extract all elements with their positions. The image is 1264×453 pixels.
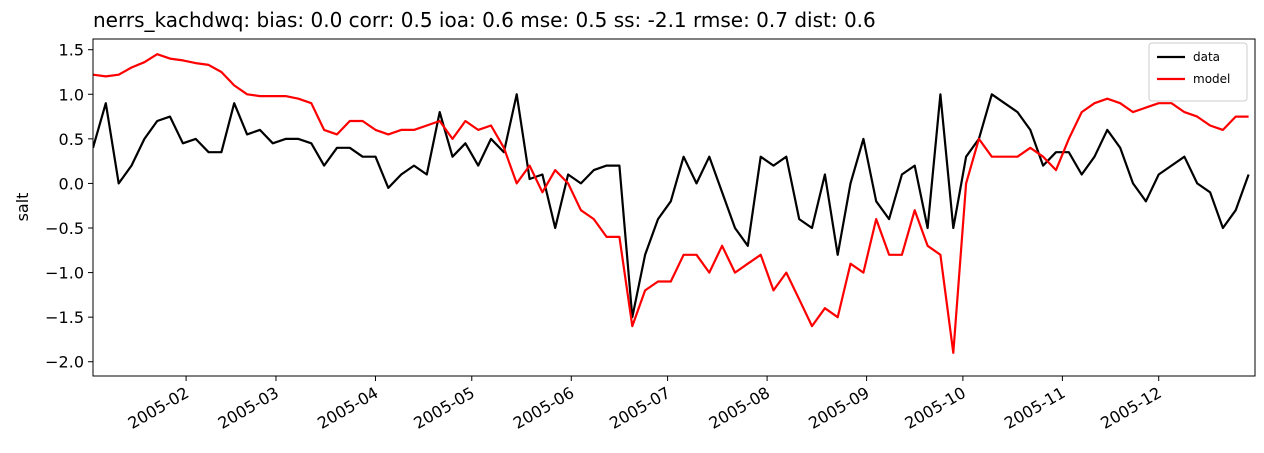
y-tick-label: −0.5	[45, 219, 84, 238]
data-line	[93, 53, 1249, 354]
x-tick-label: 2005-10	[901, 383, 968, 433]
data-line	[93, 93, 1250, 319]
x-tick-label: 2005-09	[805, 383, 872, 433]
plot-frame	[92, 38, 1256, 377]
x-tick-label: 2005-07	[606, 383, 673, 433]
x-tick-label: 2005-04	[314, 383, 381, 433]
chart-title: nerrs_kachdwq: bias: 0.0 corr: 0.5 ioa: …	[93, 8, 876, 32]
x-tick-label: 2005-05	[410, 383, 477, 433]
legend-label: model	[1193, 72, 1230, 86]
x-tick-label: 2005-06	[510, 383, 577, 433]
y-tick-label: 1.0	[59, 85, 84, 104]
x-tick-label: 2005-11	[1001, 383, 1068, 433]
y-tick-label: −2.0	[45, 353, 84, 372]
legend-label: data	[1193, 50, 1220, 64]
y-tick-label: 1.5	[59, 41, 84, 60]
y-tick-label: 0.0	[59, 174, 84, 193]
y-axis-label: salt	[13, 193, 32, 222]
x-tick-label: 2005-12	[1097, 383, 1164, 433]
x-tick-label: 2005-08	[706, 383, 773, 433]
y-tick-label: −1.5	[45, 308, 84, 327]
y-tick-label: 0.5	[59, 130, 84, 149]
y-tick-label: −1.0	[45, 264, 84, 283]
x-tick-label: 2005-02	[125, 383, 192, 433]
x-tick-label: 2005-03	[215, 383, 282, 433]
